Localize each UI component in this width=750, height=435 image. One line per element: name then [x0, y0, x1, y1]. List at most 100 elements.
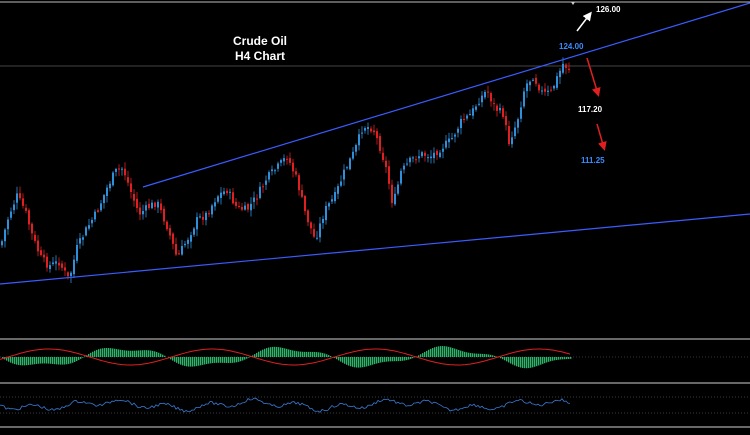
histogram-bar: [280, 347, 281, 357]
histogram-bar: [494, 356, 495, 357]
histogram-bar: [454, 349, 455, 357]
histogram-bar: [52, 357, 53, 364]
histogram-bar: [532, 357, 533, 367]
histogram-bar: [486, 354, 487, 357]
candle-body: [217, 196, 219, 201]
candle-body: [190, 235, 192, 242]
histogram-bar: [402, 357, 403, 361]
candle-body: [364, 128, 366, 131]
candle-body: [382, 153, 384, 160]
candle-body: [361, 133, 363, 134]
candle-body: [448, 139, 450, 143]
candle-body: [265, 181, 267, 185]
candle-body: [118, 168, 120, 169]
candle-body: [310, 222, 312, 228]
chart-title: Crude Oil: [233, 34, 287, 48]
candle-body: [304, 196, 306, 211]
histogram-bar: [522, 357, 523, 368]
candle-body: [487, 92, 489, 93]
histogram-bar: [132, 351, 133, 357]
candle-body: [391, 185, 393, 203]
candle-body: [40, 250, 42, 255]
candle-body: [463, 119, 465, 120]
candle-body: [442, 149, 444, 152]
histogram-bar: [160, 354, 161, 357]
histogram-bar: [136, 351, 137, 357]
histogram-bar: [8, 357, 9, 362]
histogram-bar: [154, 351, 155, 357]
candle-body: [70, 273, 72, 276]
candle-body: [427, 157, 429, 158]
candle-body: [328, 203, 330, 206]
candle-body: [316, 238, 318, 239]
candle-body: [367, 127, 369, 129]
histogram-bar: [220, 357, 221, 363]
candle-body: [376, 131, 378, 138]
candle-body: [505, 116, 507, 125]
histogram-bar: [412, 357, 413, 358]
candle-body: [82, 237, 84, 239]
histogram-bar: [260, 351, 261, 357]
candle-body: [250, 204, 252, 210]
histogram-bar: [192, 357, 193, 367]
candle-body: [253, 198, 255, 202]
histogram-bar: [30, 357, 31, 365]
candle-body: [502, 108, 504, 117]
histogram-bar: [164, 356, 165, 357]
candle-body: [1, 241, 3, 245]
candle-body: [319, 223, 321, 237]
histogram-bar: [92, 352, 93, 357]
candle-body: [496, 106, 498, 111]
candle-body: [292, 163, 294, 172]
histogram-bar: [162, 355, 163, 357]
candle-body: [46, 257, 48, 268]
histogram-bar: [44, 357, 45, 363]
candle-body: [550, 90, 552, 91]
candle-body: [475, 107, 477, 110]
histogram-bar: [144, 350, 145, 357]
candle-body: [127, 177, 129, 183]
candle-body: [298, 175, 300, 190]
histogram-bar: [106, 348, 107, 357]
candle-body: [280, 160, 282, 163]
histogram-bar: [278, 347, 279, 357]
candle-body: [259, 187, 261, 198]
candle-body: [538, 85, 540, 91]
candle-body: [121, 169, 123, 170]
histogram-bar: [302, 352, 303, 357]
candle-body: [64, 267, 66, 270]
histogram-bar: [50, 357, 51, 364]
histogram-bar: [320, 353, 321, 357]
histogram-bar: [418, 355, 419, 357]
histogram-bar: [482, 354, 483, 357]
candle-body: [400, 171, 402, 184]
histogram-bar: [264, 349, 265, 357]
candle-body: [541, 91, 543, 92]
histogram-bar: [424, 352, 425, 357]
histogram-bar: [286, 349, 287, 357]
histogram-bar: [178, 357, 179, 364]
histogram-bar: [472, 353, 473, 357]
histogram-bar: [210, 357, 211, 363]
histogram-bar: [228, 357, 229, 363]
candle-body: [163, 209, 165, 222]
candle-body: [337, 186, 339, 194]
candle-body: [214, 202, 216, 206]
histogram-bar: [318, 352, 319, 357]
histogram-bar: [538, 357, 539, 365]
candle-body: [91, 220, 93, 223]
histogram-bar: [336, 357, 337, 359]
chart-subtitle: H4 Chart: [235, 49, 285, 63]
histogram-bar: [372, 357, 373, 365]
histogram-bar: [26, 357, 27, 365]
histogram-bar: [510, 357, 511, 364]
histogram-bar: [82, 357, 83, 358]
histogram-bar: [502, 357, 503, 359]
candle-body: [388, 166, 390, 184]
histogram-bar: [28, 357, 29, 365]
candle-body: [241, 207, 243, 210]
histogram-bar: [362, 357, 363, 367]
candle-body: [196, 217, 198, 229]
candle-body: [175, 244, 177, 254]
